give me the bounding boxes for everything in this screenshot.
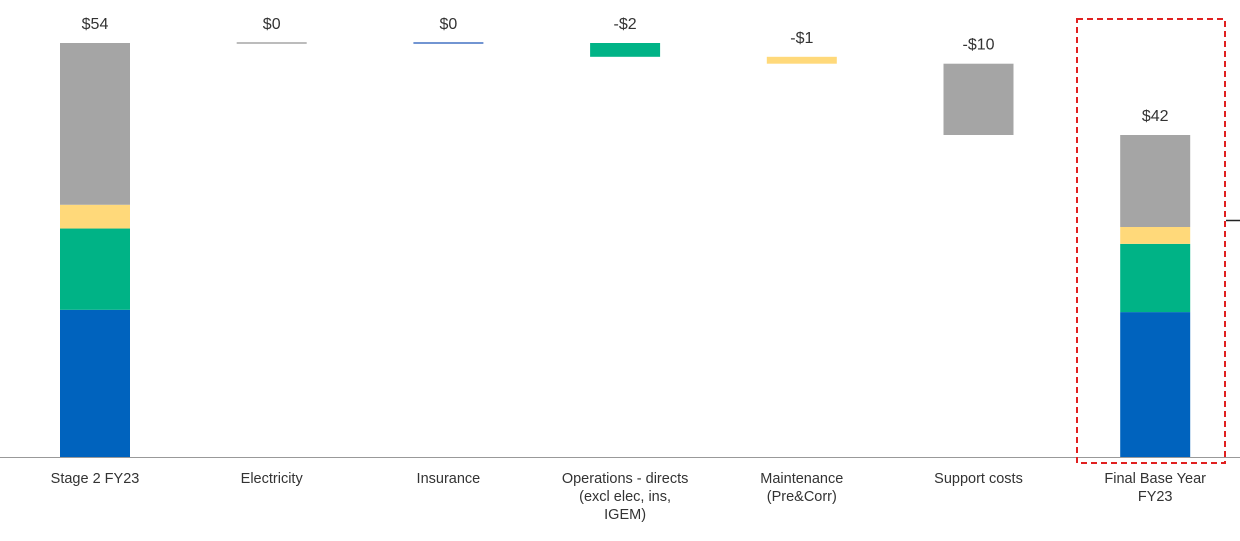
value-label: $42 <box>1142 108 1169 125</box>
x-tick-label: Stage 2 FY23 <box>50 471 140 487</box>
x-tick-label: Final Base Year FY23 <box>1104 471 1206 505</box>
value-label: -$10 <box>962 37 994 54</box>
value-label: -$2 <box>614 16 637 33</box>
x-tick-label: Maintenance (Pre&Corr) <box>760 471 844 505</box>
bar-segment <box>1120 312 1191 457</box>
x-tick-label: Operations - directs (excl elec, ins, IG… <box>561 471 689 523</box>
value-label: $0 <box>263 16 281 33</box>
x-tick-label: Support costs <box>934 471 1023 487</box>
bar-segment <box>1120 135 1191 227</box>
bar-segment <box>60 204 130 229</box>
bar-segment <box>60 309 130 457</box>
value-label: $0 <box>440 16 458 33</box>
x-tick-label: Electricity <box>240 471 303 487</box>
bar <box>766 56 837 64</box>
value-label: $54 <box>82 16 109 33</box>
bar-segment <box>60 228 130 310</box>
bar <box>943 63 1014 136</box>
highlight-box <box>1076 18 1226 464</box>
bar <box>590 43 661 57</box>
bar-segment <box>60 43 130 205</box>
bar-segment <box>1120 243 1191 313</box>
x-tick-label: Insurance <box>416 471 481 487</box>
value-label: -$1 <box>790 30 813 47</box>
bar-segment <box>1120 227 1191 244</box>
